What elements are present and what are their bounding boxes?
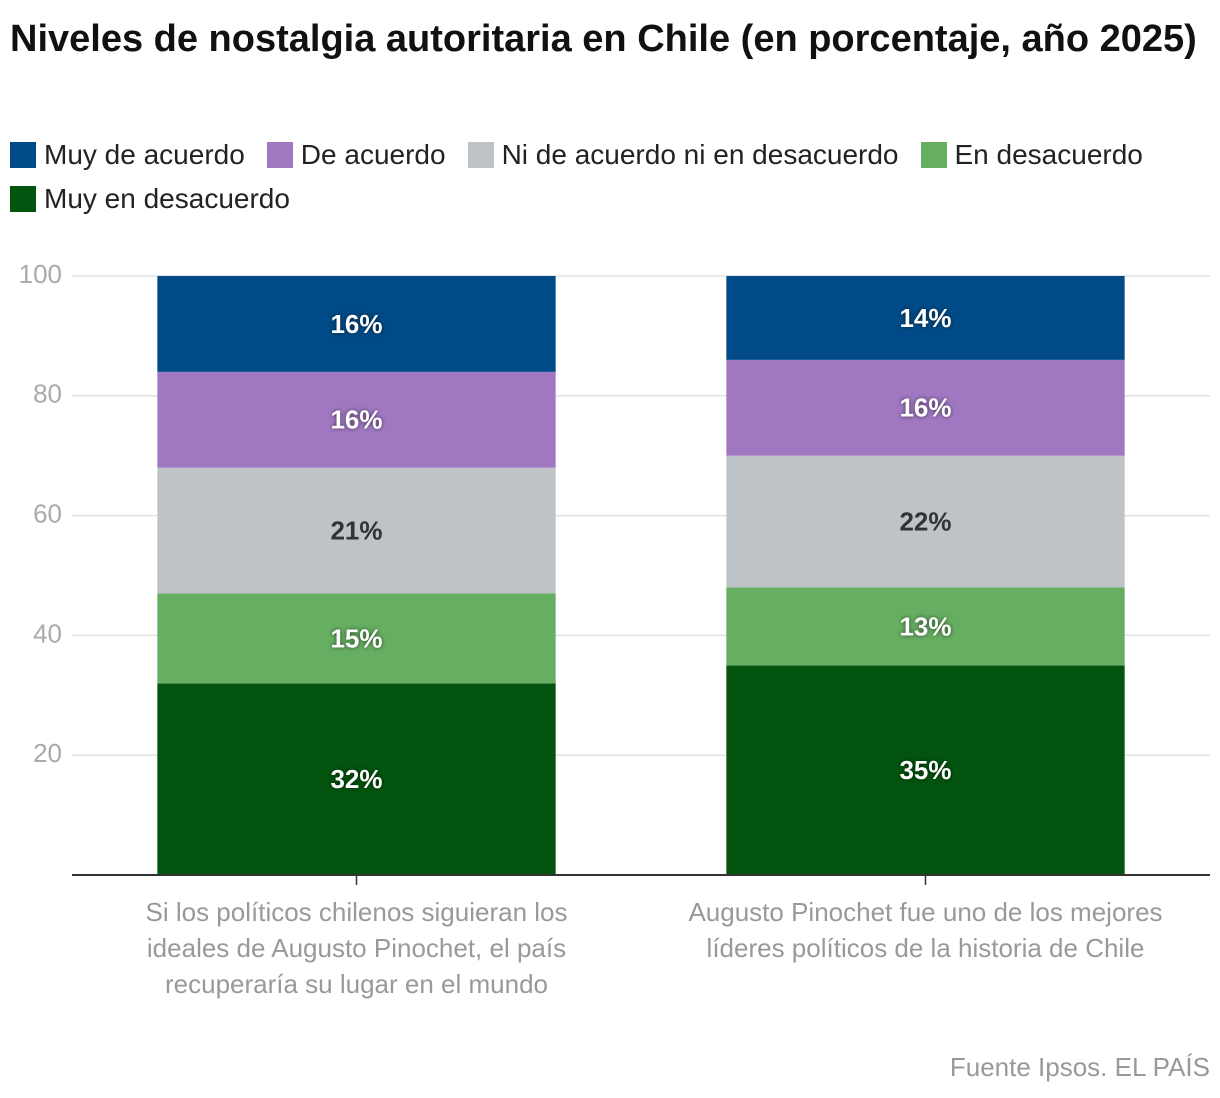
legend-label: En desacuerdo <box>954 139 1143 170</box>
value-label: 16% <box>330 309 382 339</box>
legend: Muy de acuerdo De acuerdo Ni de acuerdo ni… <box>10 138 1210 216</box>
bar-segment <box>726 276 1125 360</box>
legend-label: De acuerdo <box>300 139 446 170</box>
bar-segment <box>157 276 556 372</box>
bar-segment <box>726 587 1125 666</box>
value-label: 21% <box>330 515 382 545</box>
source: Fuente Ipsos. EL PAÍS <box>949 1052 1210 1082</box>
value-label: 16% <box>330 405 382 435</box>
value-label: 14% <box>899 303 951 333</box>
legend-item: Muy de acuerdo <box>10 138 245 172</box>
legend-item: Ni de acuerdo ni en desacuerdo <box>467 138 899 172</box>
legend-item: En desacuerdo <box>920 138 1143 172</box>
y-tick-label: 20 <box>33 738 62 768</box>
legend-swatch <box>10 142 36 168</box>
bar-segment <box>157 683 556 875</box>
y-tick-label: 100 <box>19 259 62 289</box>
x-tick-label: Augusto Pinochet fue uno de los mejores … <box>688 897 1163 963</box>
legend-swatch <box>10 186 36 212</box>
y-tick-label: 40 <box>33 618 62 648</box>
value-label: 35% <box>899 755 951 785</box>
y-tick-label: 60 <box>33 498 62 528</box>
value-label: 13% <box>899 611 951 641</box>
legend-swatch <box>266 142 293 168</box>
bar-segment <box>726 359 1125 456</box>
y-tick-label: 80 <box>33 379 62 409</box>
x-tick-label: Si los políticos chilenos siguieran los … <box>145 897 568 999</box>
legend-swatch <box>920 142 947 168</box>
value-label: 32% <box>330 764 382 794</box>
chart-title: Niveles de nostalgia autoritaria en Chil… <box>10 18 1197 60</box>
value-label: 15% <box>330 623 382 653</box>
bar-segment <box>157 593 556 684</box>
legend-label: Ni de acuerdo ni en desacuerdo <box>501 139 899 170</box>
bar-segment <box>726 455 1125 588</box>
legend-label: Muy en desacuerdo <box>44 183 290 214</box>
value-label: 16% <box>899 393 951 423</box>
legend-item: Muy en desacuerdo <box>10 182 290 216</box>
value-label: 22% <box>899 506 951 536</box>
legend-label: Muy de acuerdo <box>44 139 245 170</box>
bar-segment <box>157 371 556 468</box>
bar-segment <box>726 665 1125 875</box>
bar-segment <box>157 467 556 594</box>
legend-item: De acuerdo <box>266 138 446 172</box>
legend-swatch <box>467 142 494 168</box>
